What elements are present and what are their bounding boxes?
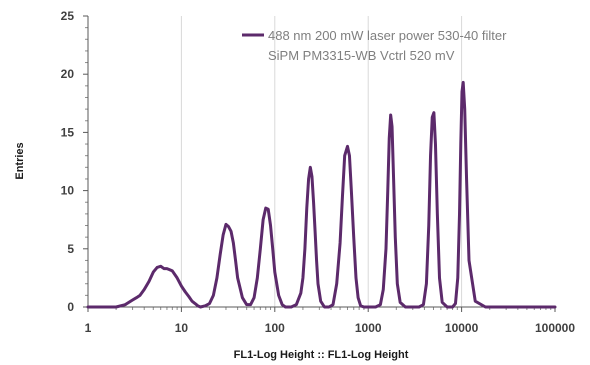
x-axis-title: FL1-Log Height :: FL1-Log Height [234, 349, 409, 361]
x-tick-labels: 1 10 100 1000 10000 100000 [85, 321, 576, 335]
x-tick-label: 1000 [355, 321, 382, 335]
y-tick-label: 15 [61, 125, 75, 139]
x-tick-label: 1 [85, 321, 92, 335]
legend-line-1: 488 nm 200 mW laser power 530-40 filter [268, 28, 507, 43]
series-line-0 [86, 80, 557, 309]
y-axis-title: Entries [14, 142, 26, 179]
legend: 488 nm 200 mW laser power 530-40 filter … [242, 28, 507, 63]
y-tick-label: 5 [67, 242, 74, 256]
y-tick-label: 20 [61, 67, 75, 81]
y-tick-label: 25 [61, 9, 75, 23]
x-tick-label: 100000 [535, 321, 575, 335]
x-tick-label: 10 [175, 321, 189, 335]
y-tick-labels: 0 5 10 15 20 25 [61, 9, 75, 314]
series-group [86, 80, 557, 309]
y-tick-label: 10 [61, 184, 75, 198]
x-tick-label: 10000 [445, 321, 479, 335]
y-tick-label: 0 [67, 300, 74, 314]
x-tick-label: 100 [265, 321, 285, 335]
legend-line-2: SiPM PM3315-WB Vctrl 520 mV [268, 48, 455, 63]
plot-area [88, 16, 555, 307]
